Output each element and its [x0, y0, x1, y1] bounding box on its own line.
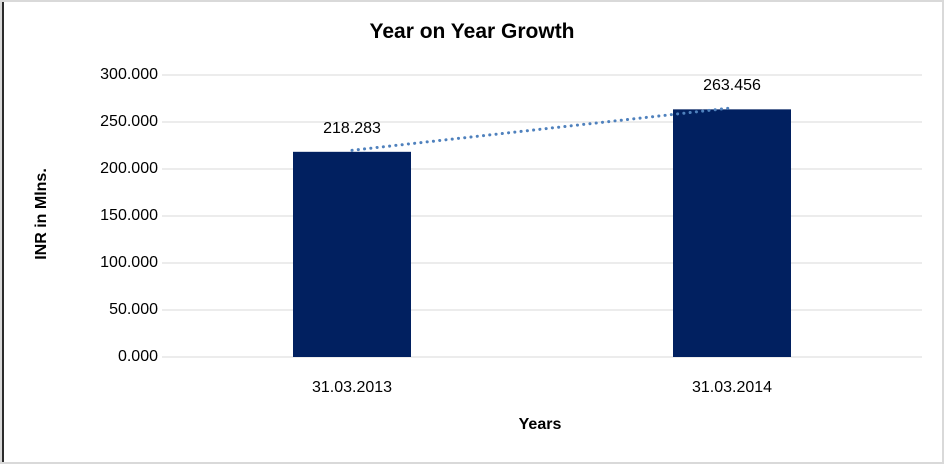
- x-axis-title: Years: [518, 416, 562, 433]
- bar: [673, 109, 791, 358]
- left-border-line: [2, 2, 4, 462]
- y-axis-title: INR in Mlns.: [33, 168, 50, 260]
- bar: [293, 151, 411, 357]
- chart-title: Year on Year Growth: [369, 20, 575, 43]
- trendline: [350, 106, 734, 152]
